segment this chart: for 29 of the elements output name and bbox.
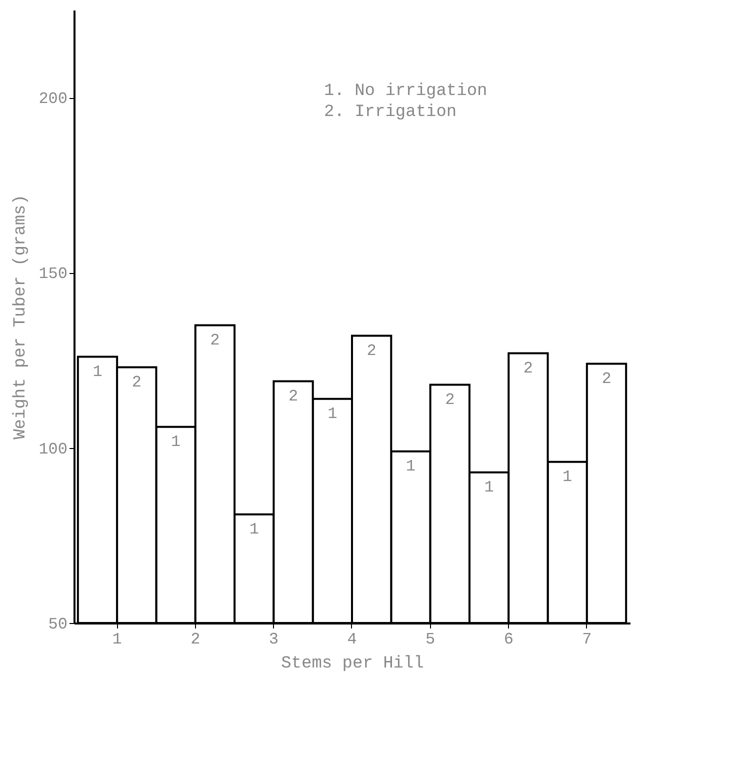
category-label: 1 [406,457,416,476]
category-label: 1 [562,468,572,486]
category-label: 2 [288,387,298,406]
x-tick-label: 5 [426,630,436,648]
series-label: 2 [132,373,142,392]
category-label: 1 [328,404,338,423]
x-tick-label: 3 [268,630,278,648]
category-label: 2 [445,390,455,409]
x-tick-label: 7 [582,630,592,648]
y-tick-label: 50 [48,616,68,634]
category-label: 1 [484,478,494,496]
annotation: 2. Irrigation [324,103,457,122]
x-tick-label: 1 [112,630,122,648]
x-tick-label: 4 [347,630,357,648]
category-label: 2 [366,342,376,360]
annotation: 1. No irrigation [324,82,488,101]
category-label: 1 [249,520,259,538]
x-tick-label: 6 [504,630,514,648]
category-label: 1 [171,432,181,451]
x-axis-title: Stems per Hill [281,654,424,674]
x-tick-label: 2 [190,630,200,648]
series-label: 1 [92,362,102,381]
y-tick-label: 150 [38,265,68,284]
y-tick-label: 200 [38,90,68,108]
category-label: 2 [210,331,220,350]
y-axis-title: Weight per Tuber (grams) [12,194,31,440]
category-label: 2 [602,370,612,388]
category-label: 2 [523,359,533,378]
y-tick-label: 100 [38,440,68,458]
